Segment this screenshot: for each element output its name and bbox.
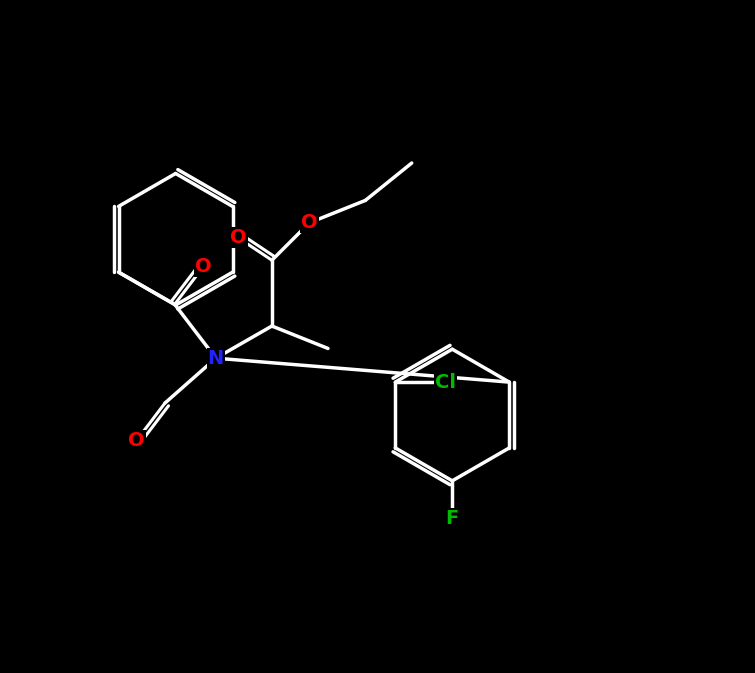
- Text: O: O: [195, 258, 211, 277]
- Text: O: O: [128, 431, 145, 450]
- Text: O: O: [301, 213, 318, 232]
- Text: N: N: [208, 349, 224, 367]
- Text: Cl: Cl: [435, 373, 456, 392]
- Text: O: O: [230, 228, 247, 247]
- Text: F: F: [445, 509, 459, 528]
